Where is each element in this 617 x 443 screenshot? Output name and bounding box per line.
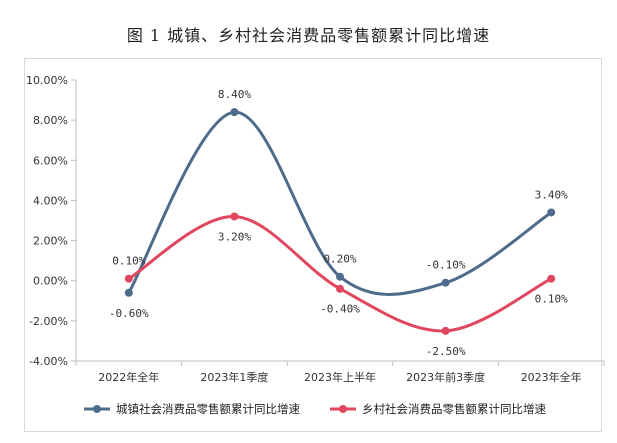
y-tick-label: 0.00% — [33, 275, 68, 288]
data-point — [230, 212, 239, 221]
data-point — [441, 326, 450, 335]
chart-title: 图 1 城镇、乡村社会消费品零售额累计同比增速 — [126, 26, 491, 45]
data-label: 3.20% — [218, 230, 251, 243]
legend-swatch-marker — [339, 405, 347, 413]
data-label: -0.40% — [320, 303, 360, 316]
y-tick-label: 8.00% — [33, 114, 68, 127]
data-point — [336, 284, 344, 293]
data-labels: -0.60% 0.10% 8.40% 3.20% 0.20% -0.40% -0.10% -2… — [109, 88, 568, 358]
data-label: 0.20% — [323, 253, 356, 266]
y-tick-label: -2.00% — [29, 315, 68, 328]
x-tick-label: 2023年上半年 — [304, 370, 376, 384]
series-line-1 — [127, 110, 553, 296]
y-tick-label: 2.00% — [33, 235, 68, 248]
data-label: -2.50% — [426, 345, 466, 358]
legend-label: 乡村社会消费品零售额累计同比增速 — [362, 402, 546, 416]
data-point — [547, 208, 556, 217]
data-point — [124, 288, 133, 297]
data-point — [441, 278, 450, 287]
y-tick-label: 6.00% — [33, 154, 68, 167]
axes: -4.00% -2.00% 0.00% 2.00% 4.00% 6.00% 8.00% 10.… — [26, 74, 605, 384]
legend: 城镇社会消费品零售额累计同比增速 乡村社会消费品零售额累计同比增速 — [84, 402, 546, 416]
data-label: 3.40% — [535, 188, 568, 201]
x-tick-label: 2023年1季度 — [200, 370, 268, 384]
data-label: 0.10% — [112, 255, 145, 268]
x-tick-label: 2023年前3季度 — [406, 370, 485, 384]
legend-label: 城镇社会消费品零售额累计同比增速 — [116, 402, 300, 416]
data-point — [124, 274, 133, 283]
data-label: -0.10% — [426, 259, 466, 272]
data-label: 8.40% — [218, 88, 251, 101]
x-tick-label: 2023年全年 — [521, 370, 582, 384]
series-lines — [124, 108, 556, 335]
data-point — [547, 274, 556, 283]
data-point — [230, 108, 239, 117]
y-tick-label: 4.00% — [33, 194, 68, 207]
data-point — [336, 272, 344, 281]
chart-frame — [24, 58, 602, 432]
x-tick-label: 2022年全年 — [98, 370, 159, 384]
data-label: 0.10% — [535, 293, 568, 306]
data-label: -0.60% — [109, 307, 149, 320]
y-tick-label: -4.00% — [29, 355, 68, 368]
y-tick-label: 10.00% — [26, 74, 68, 87]
legend-swatch-marker — [93, 405, 101, 413]
